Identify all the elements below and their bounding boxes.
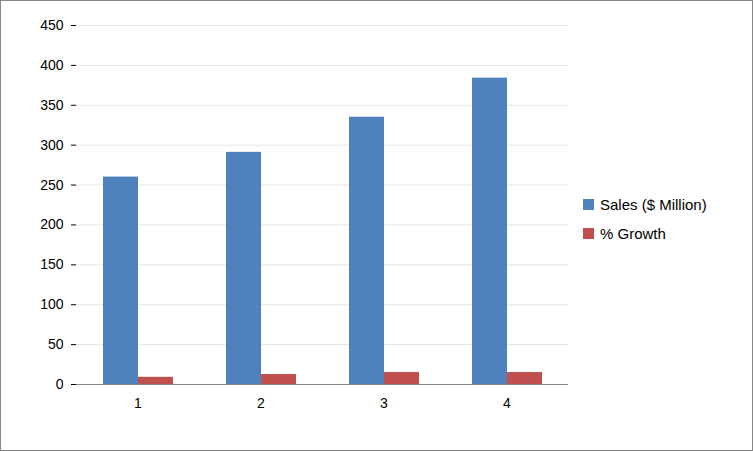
svg-text:200: 200 <box>40 216 64 232</box>
svg-text:4: 4 <box>503 395 511 411</box>
svg-text:2: 2 <box>257 395 265 411</box>
svg-text:450: 450 <box>40 17 64 33</box>
svg-text:300: 300 <box>40 137 64 153</box>
svg-text:3: 3 <box>380 395 388 411</box>
svg-text:150: 150 <box>40 256 64 272</box>
svg-text:100: 100 <box>40 296 64 312</box>
svg-text:1: 1 <box>134 395 142 411</box>
svg-text:400: 400 <box>40 57 64 73</box>
svg-text:350: 350 <box>40 97 64 113</box>
svg-text:0: 0 <box>56 376 64 392</box>
html-text:% Growth: % Growth <box>600 225 666 242</box>
svg-text:50: 50 <box>48 336 64 352</box>
svg-text:250: 250 <box>40 177 64 193</box>
html-text:Sales ($ Million): Sales ($ Million) <box>600 196 707 213</box>
